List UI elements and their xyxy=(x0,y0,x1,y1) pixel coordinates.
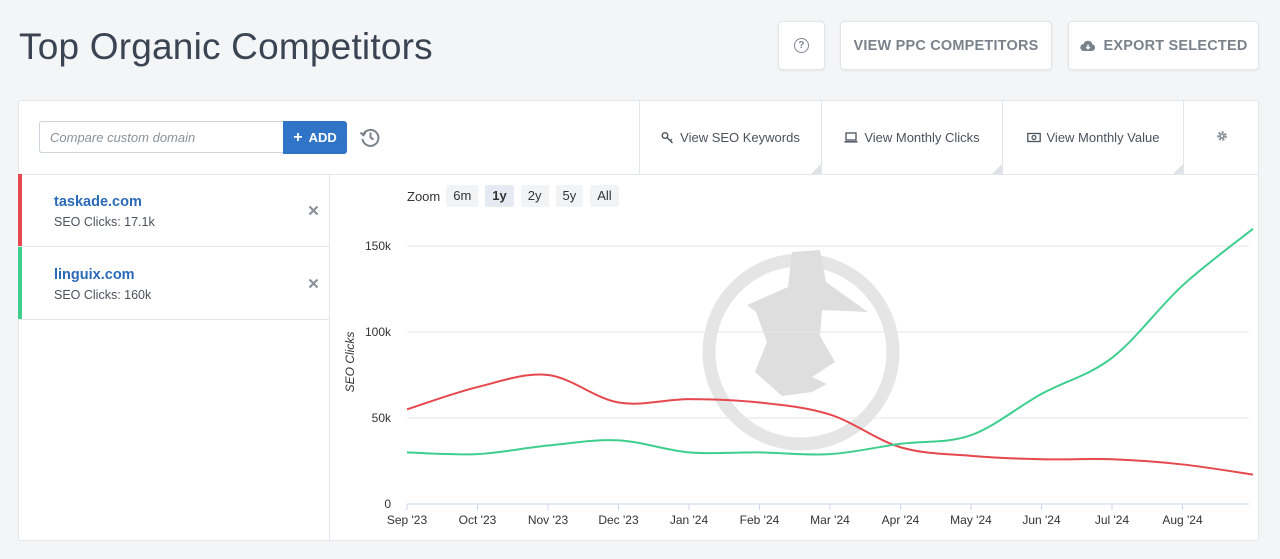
plus-icon: + xyxy=(293,128,303,146)
series-color-bar xyxy=(18,174,22,246)
tab-corner-marker xyxy=(992,164,1002,174)
domain-item-linguix[interactable]: linguix.com SEO Clicks: 160k xyxy=(18,247,329,320)
x-tick-label: Jan '24 xyxy=(670,513,709,527)
zoom-label: Zoom xyxy=(407,188,441,204)
x-tick-label: Feb '24 xyxy=(740,513,780,527)
compare-domain-input[interactable] xyxy=(39,121,283,153)
domain-seo-clicks: SEO Clicks: 160k xyxy=(54,288,152,302)
page-title: Top Organic Competitors xyxy=(19,26,433,67)
domain-name[interactable]: linguix.com xyxy=(54,267,135,283)
add-domain-button[interactable]: + ADD xyxy=(283,121,347,154)
view-ppc-competitors-button[interactable]: VIEW PPC COMPETITORS xyxy=(840,21,1052,70)
y-tick-label: 50k xyxy=(372,411,392,425)
x-tick-label: Oct '23 xyxy=(459,513,497,527)
money-icon xyxy=(1026,132,1041,143)
key-icon xyxy=(661,131,674,144)
y-tick-label: 100k xyxy=(365,325,392,339)
settings-button[interactable] xyxy=(1183,101,1259,174)
zoom-5y-button[interactable]: 5y xyxy=(555,185,584,207)
zoom-2y-button[interactable]: 2y xyxy=(520,185,549,207)
gear-icon xyxy=(1216,130,1228,145)
domain-item-taskade[interactable]: taskade.com SEO Clicks: 17.1k xyxy=(18,174,329,247)
zoom-6m-button[interactable]: 6m xyxy=(446,185,479,207)
laptop-icon xyxy=(844,132,858,143)
history-icon[interactable] xyxy=(359,126,381,153)
zoom-1y-button[interactable]: 1y xyxy=(485,185,514,207)
tab-corner-marker xyxy=(811,164,821,174)
zoom-all-button[interactable]: All xyxy=(590,185,619,207)
y-tick-label: 150k xyxy=(365,239,392,253)
watermark-logo xyxy=(702,250,900,451)
domain-list: taskade.com SEO Clicks: 17.1k linguix.co… xyxy=(18,174,330,541)
y-axis-label: SEO Clicks xyxy=(343,332,357,393)
tab-view-seo-keywords[interactable]: View SEO Keywords xyxy=(639,101,821,174)
chart-area: Zoom 6m 1y 2y 5y All 0 50k 100k 150k Sep '2… xyxy=(330,174,1259,541)
y-tick-label: 0 xyxy=(384,497,391,511)
series-line-linguix-com[interactable] xyxy=(406,228,1254,456)
competitors-panel: + ADD View SEO Keywords View Monthly Cli… xyxy=(18,100,1259,541)
series-line-taskade-com[interactable] xyxy=(406,373,1254,476)
tab-view-monthly-clicks[interactable]: View Monthly Clicks xyxy=(821,101,1002,174)
export-selected-button[interactable]: EXPORT SELECTED xyxy=(1068,21,1259,70)
add-domain-label: ADD xyxy=(308,130,337,145)
question-circle-icon: ? xyxy=(794,38,809,53)
x-tick-label: Mar '24 xyxy=(810,513,850,527)
x-tick-label: Sep '23 xyxy=(387,513,428,527)
series-color-bar xyxy=(18,247,22,319)
x-tick-label: Apr '24 xyxy=(882,513,920,527)
tab-corner-marker xyxy=(1173,164,1183,174)
remove-domain-icon[interactable] xyxy=(308,276,319,294)
tab-view-monthly-value-label: View Monthly Value xyxy=(1046,130,1160,145)
cloud-download-icon xyxy=(1079,40,1096,52)
x-tick-label: Aug '24 xyxy=(1162,513,1203,527)
tab-view-seo-keywords-label: View SEO Keywords xyxy=(680,130,800,145)
tab-view-monthly-value[interactable]: View Monthly Value xyxy=(1002,101,1183,174)
x-tick-label: May '24 xyxy=(950,513,992,527)
x-tick-label: Jul '24 xyxy=(1095,513,1130,527)
x-tick-label: Jun '24 xyxy=(1022,513,1061,527)
zoom-controls: Zoom 6m 1y 2y 5y All xyxy=(407,185,626,207)
panel-toolbar: + ADD View SEO Keywords View Monthly Cli… xyxy=(19,101,1258,175)
help-button[interactable]: ? xyxy=(778,21,825,70)
domain-name[interactable]: taskade.com xyxy=(54,194,142,210)
view-ppc-competitors-label: VIEW PPC COMPETITORS xyxy=(853,37,1039,54)
x-tick-label: Dec '23 xyxy=(598,513,639,527)
x-tick-label: Nov '23 xyxy=(528,513,569,527)
tab-view-monthly-clicks-label: View Monthly Clicks xyxy=(864,130,980,145)
export-selected-label: EXPORT SELECTED xyxy=(1103,37,1248,54)
domain-seo-clicks: SEO Clicks: 17.1k xyxy=(54,215,155,229)
seo-clicks-chart: 0 50k 100k 150k Sep '23 Oct '23 Nov '23 Dec '2… xyxy=(343,228,1254,527)
remove-domain-icon[interactable] xyxy=(308,203,319,221)
